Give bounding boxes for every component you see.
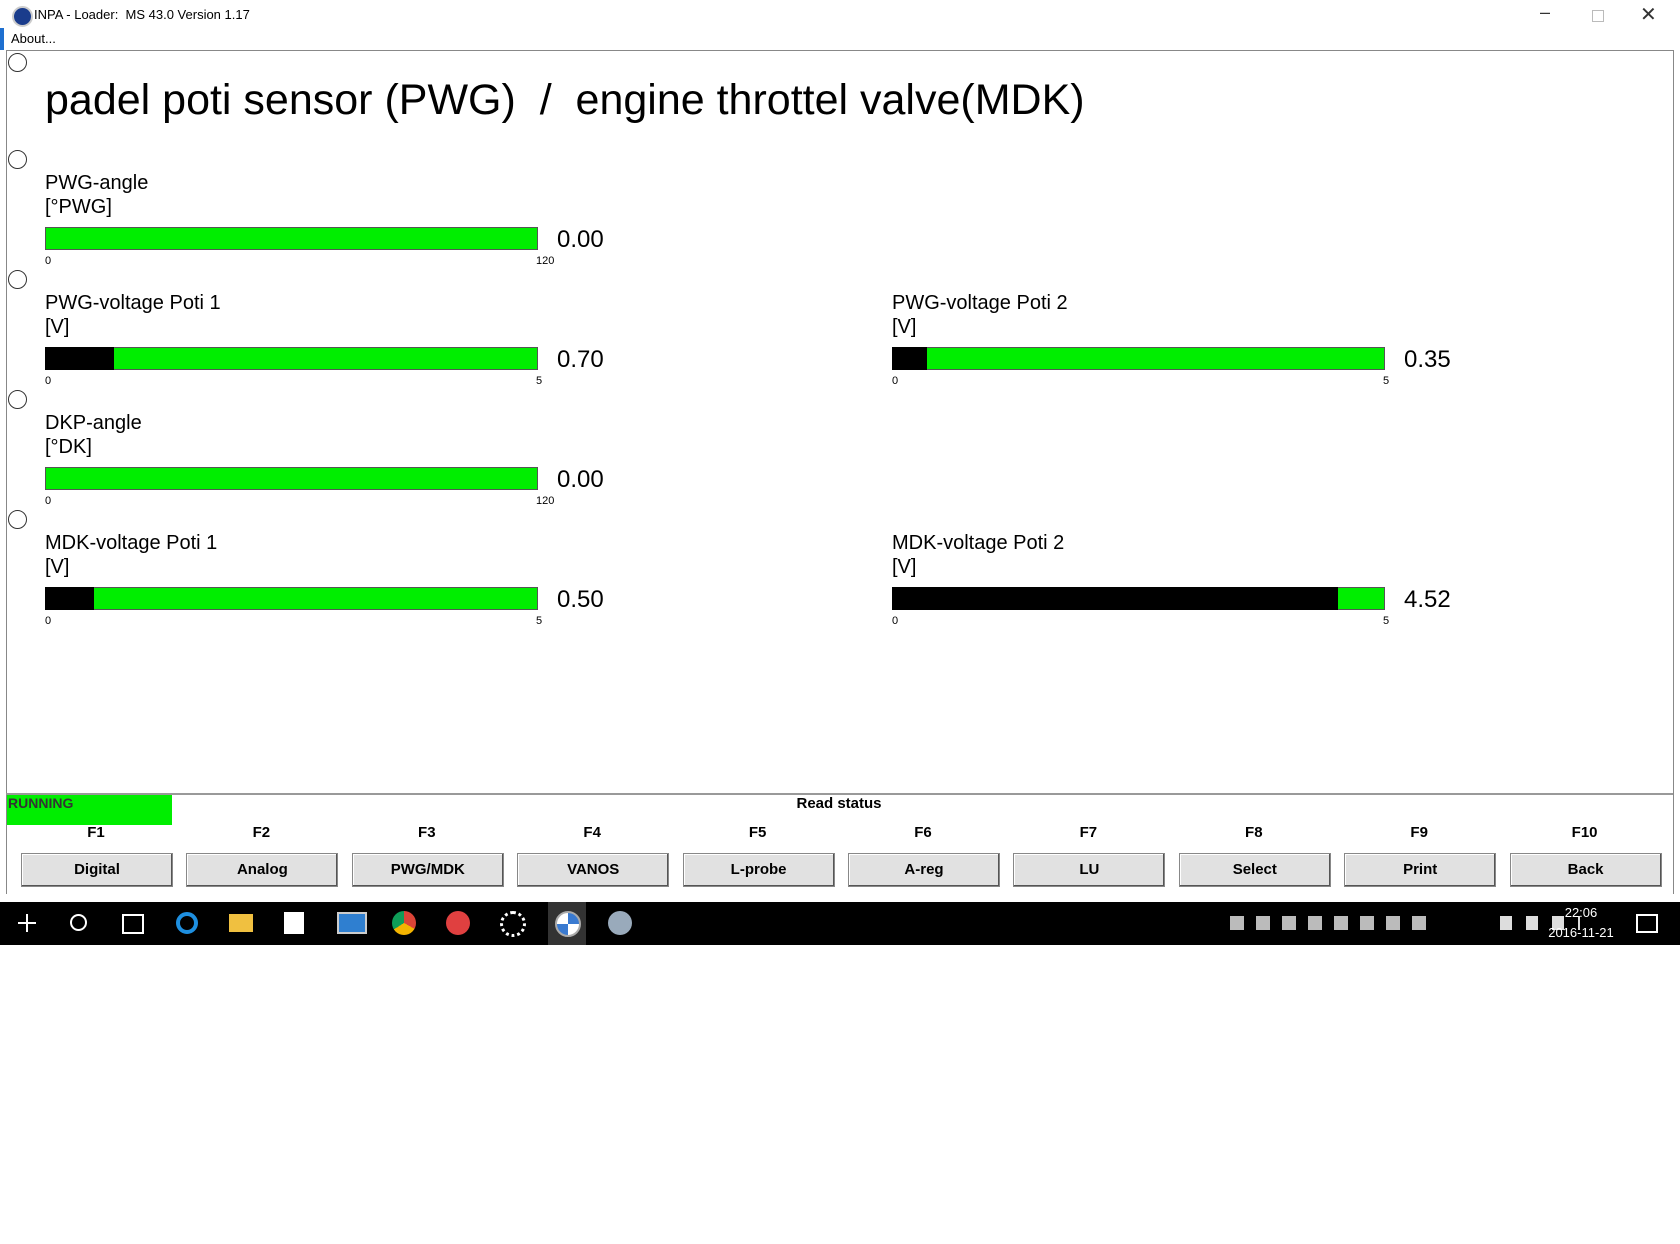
gauge-bar bbox=[45, 587, 95, 610]
gauge-max: 120 bbox=[536, 495, 555, 507]
gauge-label: PWG-voltage Poti 2 bbox=[892, 292, 1068, 314]
function-button[interactable]: LU bbox=[1013, 853, 1166, 887]
function-button[interactable]: Digital bbox=[21, 853, 173, 887]
app-inpa[interactable] bbox=[555, 911, 581, 937]
function-key: F6 bbox=[914, 824, 932, 841]
gauge-value: 4.52 bbox=[1404, 586, 1451, 613]
taskbar: 22:06 2016-11-21 bbox=[0, 902, 1680, 945]
minimize-button[interactable]: – bbox=[1540, 2, 1551, 22]
gauge-track bbox=[45, 467, 538, 490]
gauge-max: 120 bbox=[536, 255, 555, 267]
clock-time[interactable]: 22:06 bbox=[1564, 905, 1598, 920]
gauge-min: 0 bbox=[45, 375, 52, 387]
gauge-track bbox=[892, 347, 1385, 370]
function-button[interactable]: Select bbox=[1178, 853, 1331, 887]
client-border-right bbox=[1673, 50, 1674, 894]
function-key: F8 bbox=[1245, 824, 1263, 841]
gauge-min: 0 bbox=[45, 495, 52, 507]
gauge-bar bbox=[45, 347, 115, 370]
gauge-bar bbox=[892, 587, 1338, 610]
gauge-track bbox=[45, 347, 538, 370]
gauge-unit: [°PWG] bbox=[45, 196, 112, 218]
gauge-max: 5 bbox=[1383, 615, 1390, 627]
gauge-label: MDK-voltage Poti 1 bbox=[45, 532, 218, 554]
gauge-label: PWG-angle bbox=[45, 172, 149, 194]
function-button[interactable]: PWG/MDK bbox=[351, 853, 504, 887]
status-message: Read status bbox=[796, 795, 882, 812]
close-button[interactable]: ✕ bbox=[1640, 4, 1657, 26]
gauge-track bbox=[45, 227, 538, 250]
app-explorer[interactable] bbox=[229, 914, 253, 932]
gauge-unit: [V] bbox=[45, 316, 70, 338]
app-chrome[interactable] bbox=[392, 911, 416, 935]
tray-system[interactable] bbox=[1500, 916, 1580, 930]
gauge-value: 0.35 bbox=[1404, 346, 1451, 373]
gauge-unit: [V] bbox=[45, 556, 70, 578]
gauge-max: 5 bbox=[1383, 375, 1390, 387]
gauge-min: 0 bbox=[892, 615, 899, 627]
function-button[interactable]: L-probe bbox=[682, 853, 835, 887]
gauge-label: MDK-voltage Poti 2 bbox=[892, 532, 1065, 554]
app-settings[interactable] bbox=[500, 911, 526, 937]
radio[interactable] bbox=[8, 150, 27, 169]
gauge-label: PWG-voltage Poti 1 bbox=[45, 292, 221, 314]
gauge-value: 0.50 bbox=[557, 586, 604, 613]
status-state: RUNNING bbox=[8, 795, 74, 811]
gauge-max: 5 bbox=[536, 615, 543, 627]
app-remote[interactable] bbox=[337, 912, 367, 934]
function-button[interactable]: A-reg bbox=[848, 853, 1000, 887]
gauge-min: 0 bbox=[45, 255, 52, 267]
task-view[interactable] bbox=[122, 914, 144, 934]
function-key: F7 bbox=[1079, 824, 1098, 841]
menu-about[interactable]: About... bbox=[11, 31, 56, 46]
heading: padel poti sensor (PWG) / engine throtte… bbox=[45, 76, 1085, 124]
function-key: F2 bbox=[252, 824, 271, 841]
gauge-min: 0 bbox=[45, 615, 52, 627]
gauge-value: 0.00 bbox=[557, 226, 604, 253]
gauge-track bbox=[45, 587, 538, 610]
client-border bbox=[6, 50, 1673, 51]
gauge-unit: [°DK] bbox=[45, 436, 92, 458]
function-key: F5 bbox=[748, 824, 767, 841]
gauge-unit: [V] bbox=[892, 316, 917, 338]
function-key: F3 bbox=[418, 824, 436, 841]
status-divider bbox=[6, 793, 1673, 795]
maximize-button[interactable] bbox=[1592, 10, 1604, 22]
gauge-value: 0.70 bbox=[557, 346, 604, 373]
start-button[interactable] bbox=[18, 914, 36, 932]
function-button[interactable]: Print bbox=[1344, 853, 1497, 887]
radio[interactable] bbox=[8, 53, 27, 72]
radio[interactable] bbox=[8, 390, 27, 409]
app-paint[interactable] bbox=[608, 911, 632, 935]
client-border-left bbox=[6, 50, 7, 894]
function-button[interactable]: Back bbox=[1509, 853, 1662, 887]
radio[interactable] bbox=[8, 270, 27, 289]
action-center[interactable] bbox=[1636, 914, 1658, 933]
gauge-max: 5 bbox=[536, 375, 543, 387]
search-button[interactable] bbox=[70, 914, 87, 931]
clock-date[interactable]: 2016-11-21 bbox=[1548, 925, 1614, 940]
function-button[interactable]: VANOS bbox=[517, 853, 670, 887]
title-bar bbox=[0, 0, 1680, 30]
function-key: F1 bbox=[87, 824, 105, 841]
window-title: INPA - Loader: MS 43.0 Version 1.17 bbox=[34, 7, 250, 22]
app-edge[interactable] bbox=[176, 912, 198, 934]
gauge-unit: [V] bbox=[892, 556, 917, 578]
app-icon bbox=[12, 6, 33, 27]
gauge-label: DKP-angle bbox=[45, 412, 142, 434]
status-indicator bbox=[7, 795, 172, 825]
function-key: F4 bbox=[583, 824, 601, 841]
window-edge bbox=[0, 28, 4, 50]
function-key: F10 bbox=[1571, 824, 1598, 841]
gauge-min: 0 bbox=[892, 375, 899, 387]
app-store[interactable] bbox=[284, 912, 304, 934]
app-mail[interactable] bbox=[446, 911, 470, 935]
radio[interactable] bbox=[8, 510, 27, 529]
function-key: F9 bbox=[1410, 824, 1428, 841]
tray-icons[interactable] bbox=[1230, 916, 1430, 930]
page: INPA - Loader: MS 43.0 Version 1.17 – ✕ … bbox=[0, 0, 1680, 945]
gauge-bar bbox=[892, 347, 927, 370]
gauge-value: 0.00 bbox=[557, 466, 604, 493]
function-button[interactable]: Analog bbox=[186, 853, 339, 887]
